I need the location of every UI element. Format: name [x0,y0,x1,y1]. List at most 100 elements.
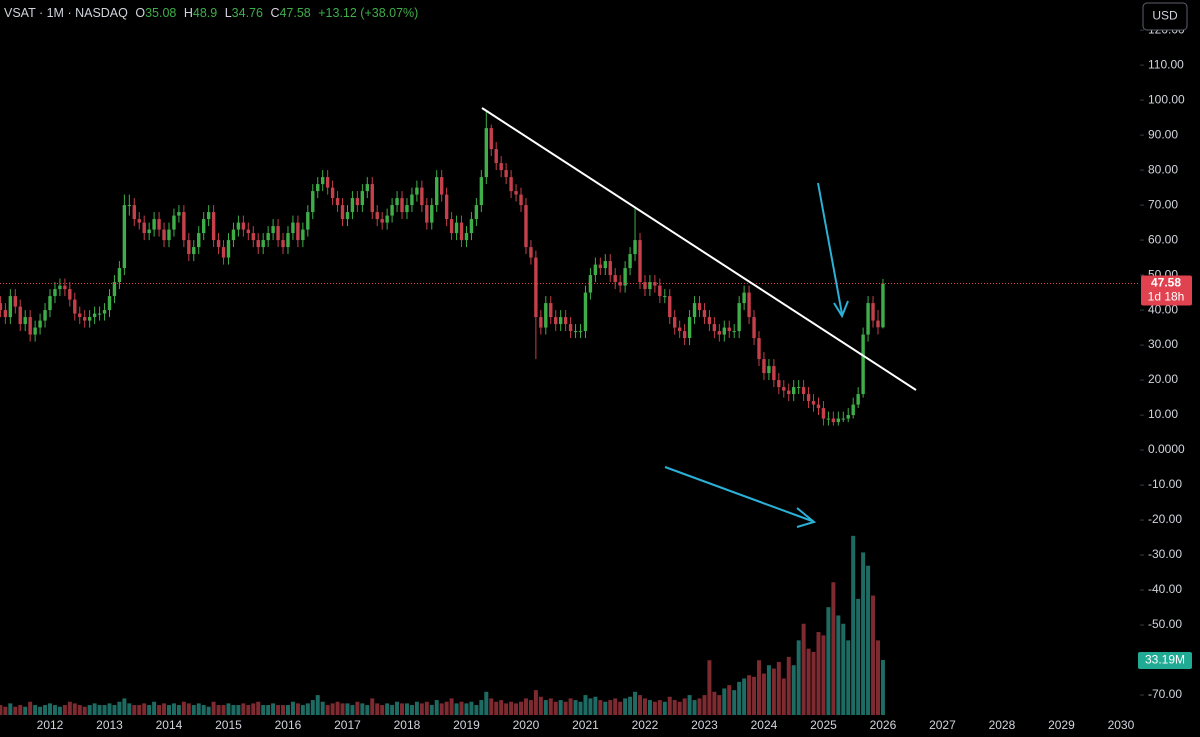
candle-layer [0,110,1140,426]
symbol: VSAT · 1M · NASDAQ [4,6,128,20]
candle-body [806,394,811,402]
candle-body [816,404,821,409]
volume-bar [171,703,176,715]
volume-bar [647,700,652,715]
volume-bar [360,703,365,715]
candle-body [87,317,92,321]
currency-label[interactable]: USD [1152,9,1178,23]
candle-body [102,310,107,314]
candle-body [187,240,191,255]
volume-bar [677,701,682,715]
candle-body [881,283,885,328]
volume-bar [786,656,791,715]
volume-bar [137,705,142,715]
candle-body [38,320,42,328]
candle-body [18,306,22,325]
candle-body [762,359,766,374]
candle-body [757,338,761,360]
candle-body [509,177,513,192]
volume-bar [776,661,781,715]
volume-bar [464,703,469,715]
volume-bar [48,703,52,715]
candle-body [28,317,32,335]
volume-bar [340,703,345,715]
x-tick-label: 2030 [1108,718,1135,732]
candle-body [316,184,320,192]
candle-body [122,205,127,269]
x-tick-label: 2019 [453,718,480,732]
volume-bar [449,698,454,715]
candle-body [132,205,136,220]
candle-body [464,233,469,241]
volume-bar [395,701,400,715]
y-tick-label: -40.00 [1148,582,1182,596]
candle-body [727,327,731,332]
legend-key: O [135,6,145,20]
currency-button[interactable]: USD [1142,2,1188,31]
volume-bar [871,595,876,715]
volume-bar [553,701,558,715]
candle-body [514,191,518,195]
volume-bar [771,668,776,715]
candle-body [687,317,692,339]
volume-bar [682,698,687,715]
candle-body [831,418,836,423]
volume-bar [489,698,494,715]
candle-body [623,268,627,286]
candle-body [663,296,667,298]
volume-bar [528,700,533,715]
candle-body [668,296,672,318]
candle-body [777,380,781,388]
candle-body [365,184,370,192]
legend-key: L [225,6,232,20]
candle-body [613,275,617,283]
x-tick-label: 2018 [394,718,421,732]
volume-bar [722,688,727,715]
volume-bar [727,685,732,715]
candle-body [405,205,409,213]
volume-bar [548,698,553,715]
volume-bar [419,703,424,715]
candle-body [568,324,573,332]
y-tick-label: -50.00 [1148,617,1182,631]
volume-bar [603,701,608,715]
volume-layer [0,535,885,715]
candle-body [682,331,687,339]
arrow [817,182,849,319]
volume-bar [469,701,474,715]
volume-bar [345,703,350,715]
volume-bar [142,703,147,715]
candle-body [350,198,355,213]
volume-bar [122,698,127,715]
volume-bar [861,552,866,715]
volume-bar [127,703,132,715]
volume-bar [573,700,578,715]
legend-change: +13.12 (+38.07%) [318,6,418,20]
volume-bar [821,635,826,715]
candle-body [370,184,374,213]
volume-bar [707,660,712,715]
volume-bar [18,705,23,715]
volume-bar [330,703,335,715]
volume-bar [152,701,157,715]
volume-bar [717,695,722,715]
volume-bar [756,660,761,715]
currency-button-frame[interactable] [1142,2,1188,31]
candle-body [197,233,201,248]
candle-body [13,296,17,307]
x-tick-label: 2016 [275,718,302,732]
candle-body [578,331,583,333]
candle-body [628,254,632,269]
volume-bar [444,701,449,715]
volume-bar [593,696,598,715]
volume-bar [633,691,638,715]
volume-bar [533,690,538,715]
volume-bar [251,703,256,715]
volume-bar [781,678,786,715]
volume-bar [429,705,434,715]
volume-bar [87,705,92,715]
volume-bar [499,700,504,715]
volume-bar [583,695,588,715]
candle-body [206,212,211,220]
volume-bar [801,623,806,715]
